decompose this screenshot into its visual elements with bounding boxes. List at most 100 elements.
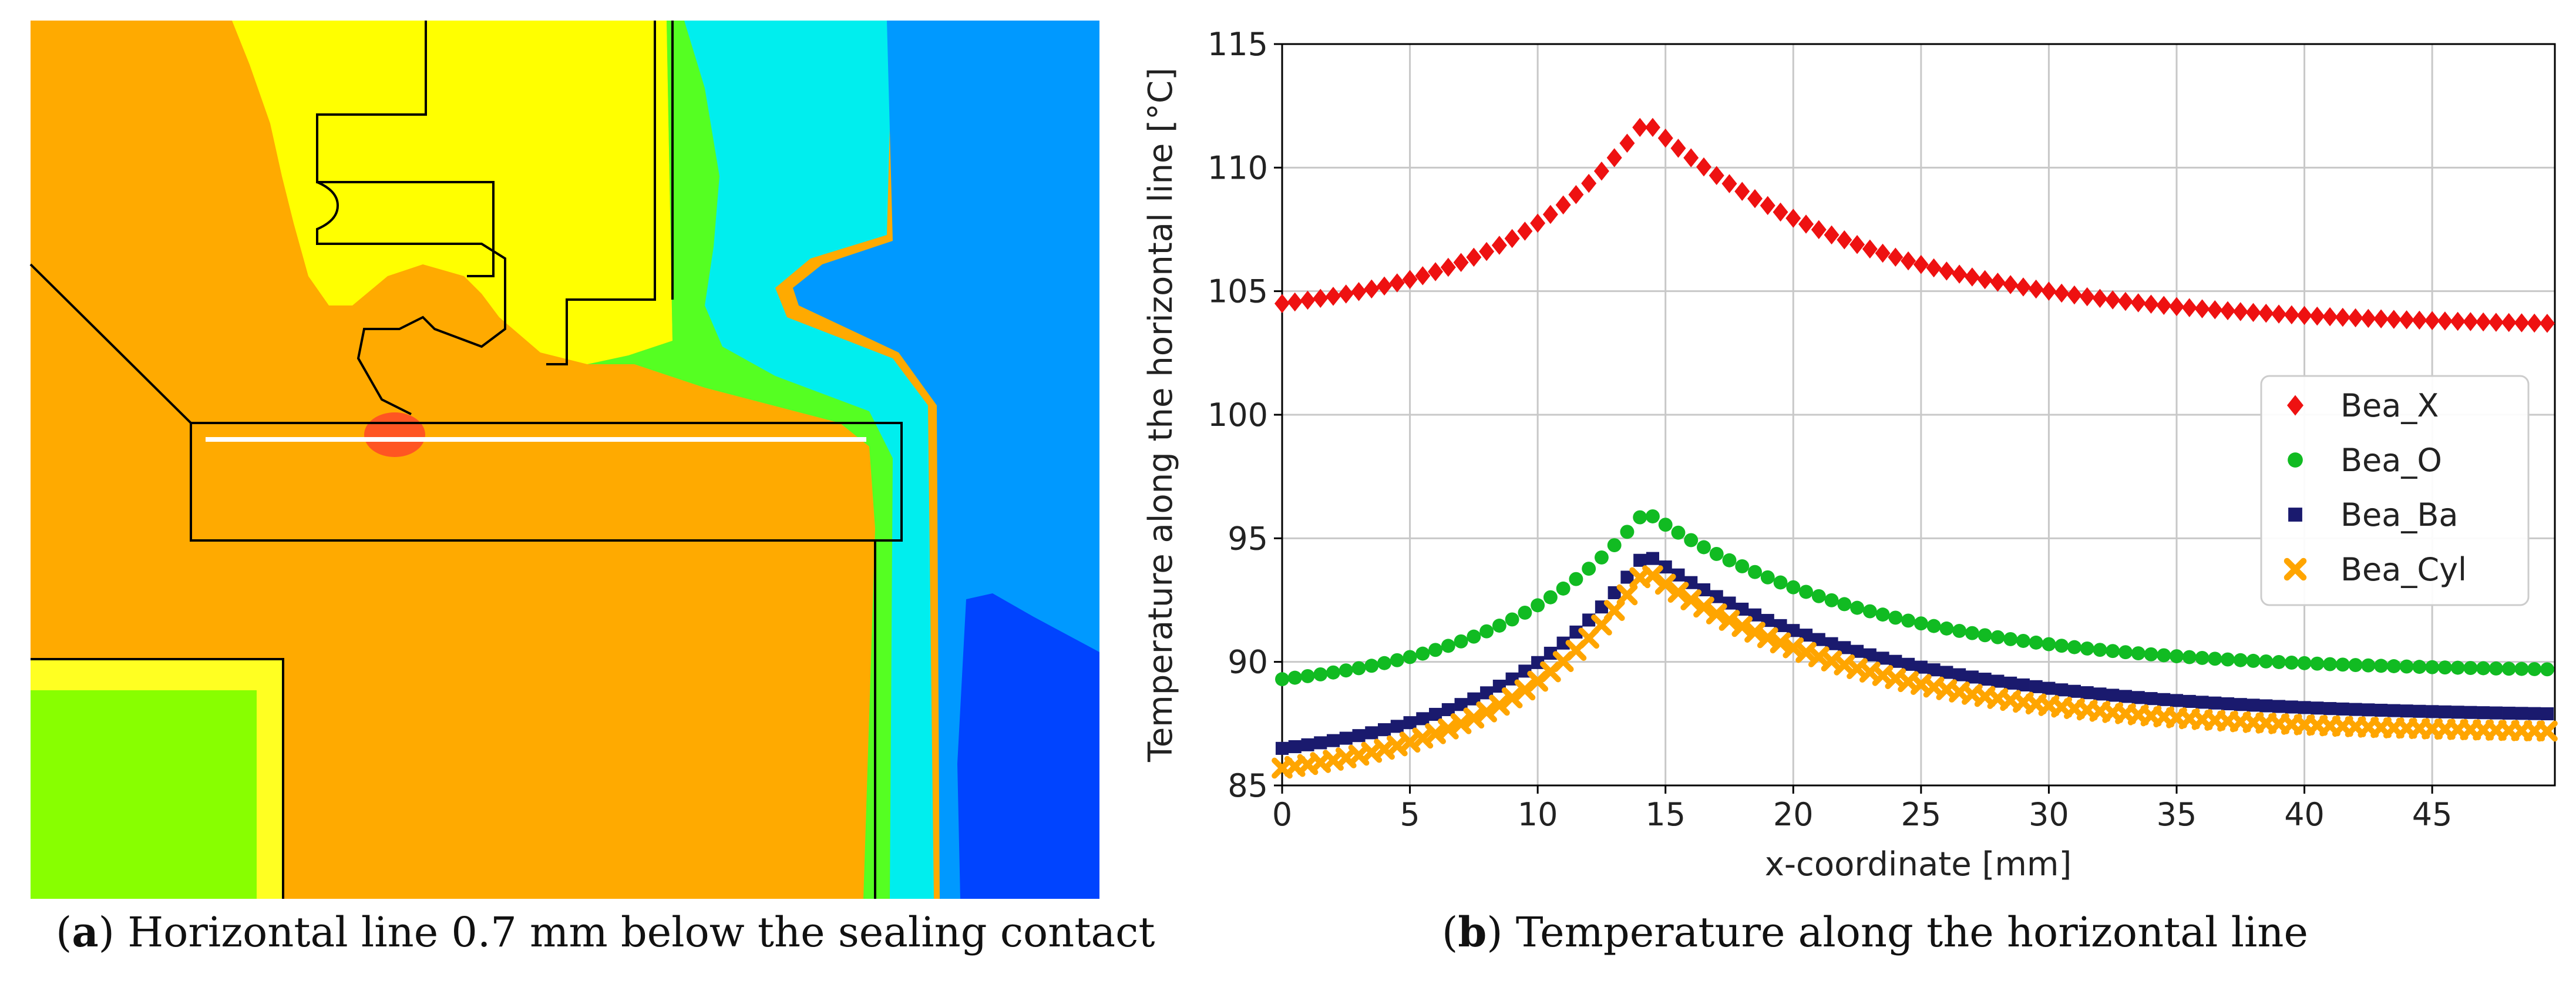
data-point — [2117, 291, 2133, 311]
caption-b: (b) Temperature along the horizontal lin… — [1442, 908, 2308, 956]
data-point — [2285, 700, 2298, 714]
caption-b-label: b — [1458, 908, 1487, 956]
data-point — [2130, 293, 2146, 313]
x-tick-label: 25 — [1901, 796, 1941, 833]
data-point — [1680, 589, 1702, 611]
data-point — [1824, 225, 1839, 245]
data-point — [2003, 632, 2018, 646]
data-point — [1616, 584, 1638, 606]
data-point — [2208, 696, 2222, 710]
data-point — [1785, 209, 1801, 228]
data-point — [2412, 660, 2427, 674]
data-point — [1313, 288, 1329, 308]
legend-marker — [2288, 508, 2302, 522]
data-point — [2093, 687, 2107, 701]
data-point — [2437, 660, 2452, 675]
data-point — [1351, 661, 1366, 676]
y-tick-label: 115 — [1208, 26, 1268, 63]
data-point — [1402, 270, 1418, 289]
data-point — [1888, 610, 1903, 625]
data-point — [1530, 213, 1546, 233]
data-point — [1901, 251, 1916, 271]
data-point — [1603, 600, 1625, 622]
data-point — [2156, 295, 2172, 315]
data-point — [1825, 637, 1838, 650]
data-point — [2221, 697, 2235, 711]
data-point — [1913, 254, 1929, 274]
data-point — [2375, 703, 2388, 717]
data-point — [2501, 661, 2516, 676]
data-point — [1568, 184, 1584, 204]
data-point — [1326, 287, 1341, 306]
data-point — [1365, 726, 1378, 740]
data-point — [2296, 305, 2312, 325]
data-point — [1608, 586, 1621, 599]
data-point — [1491, 236, 1507, 255]
data-point — [1811, 220, 1827, 240]
legend-label: Bea_O — [2340, 442, 2442, 479]
data-point — [1799, 585, 1813, 599]
data-point — [2335, 307, 2350, 327]
caption-a-text: Horizontal line 0.7 mm below the sealing… — [127, 908, 1155, 956]
data-point — [2042, 681, 2056, 695]
data-point — [1415, 646, 1430, 661]
data-point — [2015, 277, 2031, 297]
chart-legend: Bea_X Bea_O Bea_Ba Bea_Cyl — [2260, 375, 2530, 606]
legend-marker — [2284, 558, 2307, 581]
data-point — [1314, 736, 1327, 750]
data-point — [1731, 616, 1753, 637]
data-point — [2106, 689, 2120, 702]
data-point — [1339, 663, 1353, 678]
data-point — [1670, 139, 1686, 158]
data-point — [1274, 294, 1290, 313]
data-point — [1428, 262, 1444, 281]
data-point — [1926, 258, 1942, 278]
data-point — [1863, 648, 1876, 661]
data-point — [1607, 538, 1622, 552]
data-point — [2464, 706, 2477, 719]
legend-box — [2260, 375, 2530, 606]
y-tick-label: 100 — [1208, 397, 1268, 434]
data-point — [1824, 593, 1839, 607]
data-point — [2514, 661, 2529, 676]
data-point — [1429, 707, 1442, 721]
data-point — [2463, 661, 2478, 676]
data-point — [2143, 294, 2159, 314]
data-point — [2284, 305, 2299, 325]
data-point — [1657, 128, 1673, 148]
data-point — [2424, 311, 2440, 330]
data-point — [1888, 247, 1904, 267]
data-point — [1990, 273, 2006, 292]
data-point — [2054, 639, 2069, 653]
data-point — [1693, 596, 1714, 618]
data-point — [1377, 276, 1393, 296]
data-point — [1593, 161, 1609, 181]
x-tick-label: 45 — [2412, 796, 2453, 833]
data-point — [1709, 546, 1724, 561]
data-point — [1940, 666, 1953, 679]
data-point — [1441, 639, 1455, 653]
data-point — [1594, 550, 1609, 565]
data-point — [1633, 510, 1647, 525]
data-point — [2181, 298, 2197, 318]
data-point — [1479, 624, 1494, 639]
data-point — [1875, 243, 1891, 263]
data-point — [1326, 665, 1340, 680]
data-point — [1287, 292, 1303, 312]
y-axis-title: Temperature along the horizontal line [°… — [1142, 68, 1180, 763]
data-point — [2233, 653, 2248, 667]
data-point — [2527, 662, 2542, 676]
data-point — [1811, 589, 1826, 603]
data-point — [1416, 712, 1430, 726]
data-point — [1403, 650, 1417, 664]
data-point — [2386, 659, 2401, 673]
data-point — [2399, 310, 2414, 330]
data-point — [1696, 157, 1711, 177]
data-point — [2348, 658, 2363, 672]
data-point — [2335, 657, 2350, 672]
caption-a-label: a — [72, 908, 99, 956]
data-point — [1556, 581, 1571, 596]
data-point — [2362, 703, 2375, 717]
data-point — [2170, 694, 2184, 707]
data-point — [2412, 310, 2427, 330]
